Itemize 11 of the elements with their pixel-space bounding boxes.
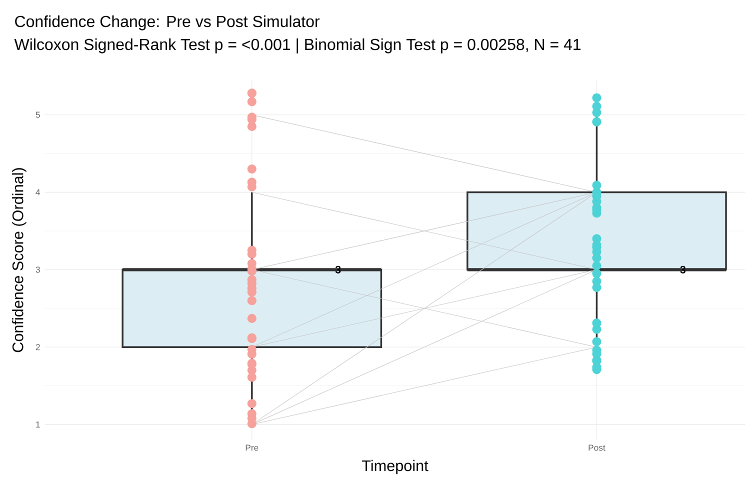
y-axis-title: Confidence Score (Ordinal)	[12, 168, 26, 352]
y-tick-label: 2	[36, 344, 40, 350]
chart-title: Confidence Change: Pre vs Post Simulator	[15, 15, 320, 30]
x-tick-label: Post	[588, 444, 606, 451]
y-tick-label: 4	[36, 189, 40, 196]
y-tick-label: 1	[36, 422, 40, 428]
y-tick-label: 3	[36, 266, 40, 273]
chart-subtitle: Wilcoxon Signed-Rank Test p = <0.001 | Binomial Sign Test p = 0.00258, N = 41	[14, 38, 581, 54]
y-tick-label: 5	[36, 112, 40, 118]
x-tick-label: Pre	[246, 444, 258, 451]
x-axis-title: Timepoint	[362, 460, 428, 474]
